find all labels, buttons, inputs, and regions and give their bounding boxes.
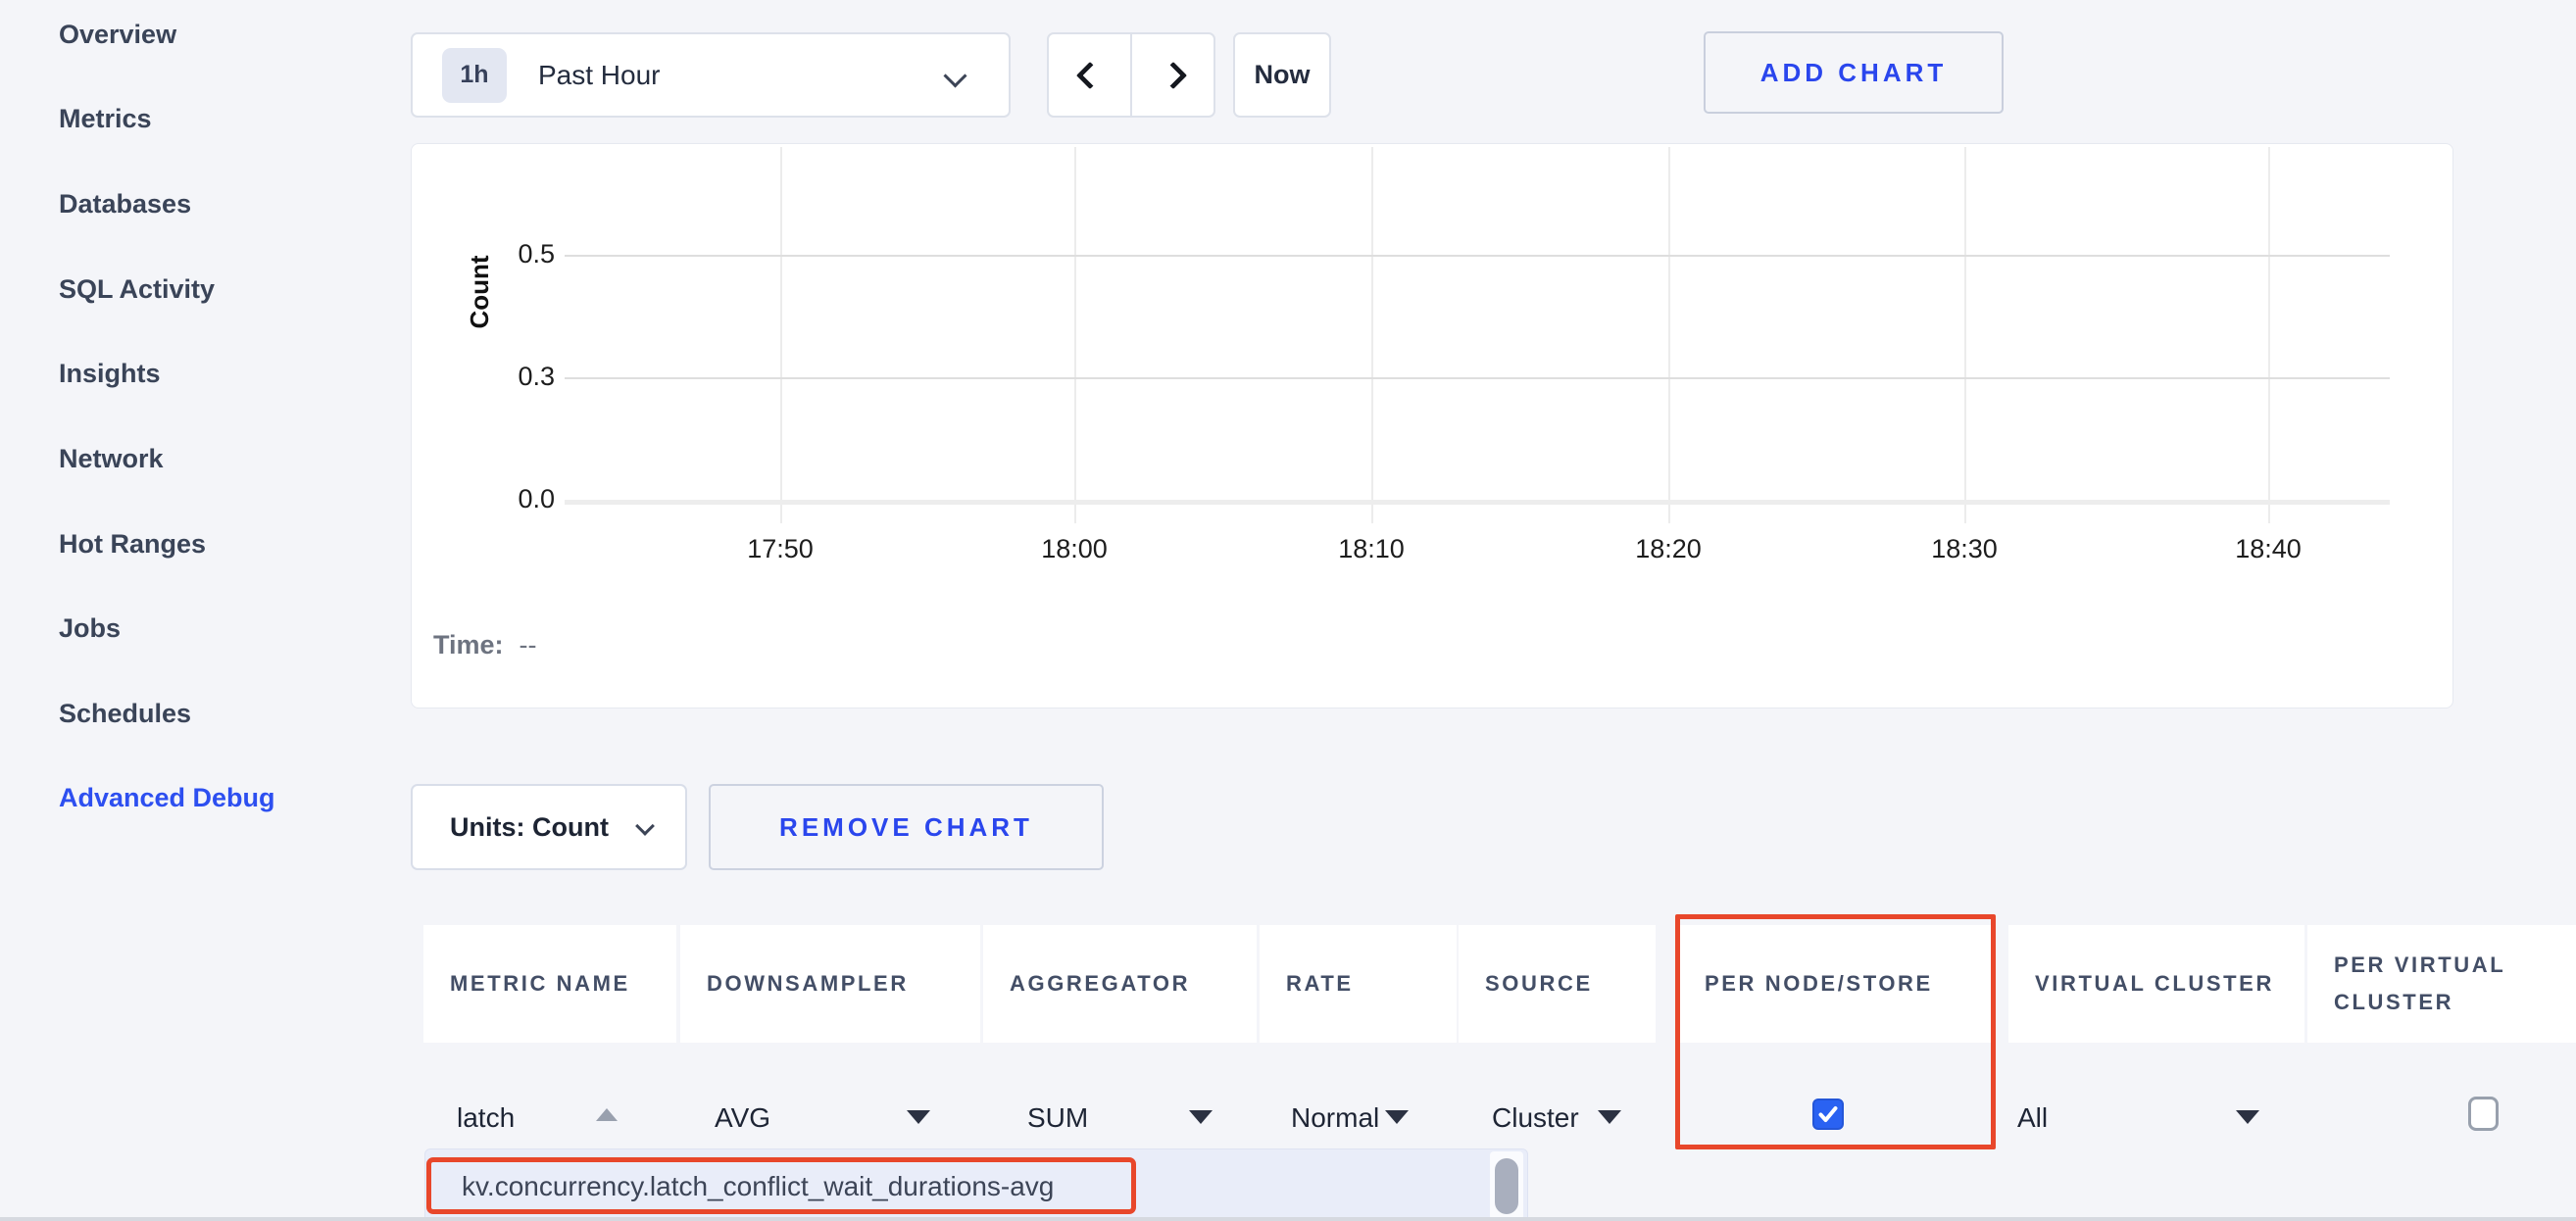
x-tick-label: 18:40 — [2235, 534, 2302, 563]
chart-gridline-vertical — [1074, 147, 1076, 523]
sidebar-item-jobs[interactable]: Jobs — [59, 613, 122, 643]
chevron-down-icon — [635, 816, 655, 836]
metric-name-input[interactable]: latch — [457, 1102, 516, 1133]
column-header-per-node-store: PER NODE/STORE — [1678, 925, 1991, 1043]
now-button[interactable]: Now — [1233, 32, 1331, 118]
dropdown-arrow-icon[interactable] — [1189, 1110, 1213, 1124]
time-range-badge: 1h — [442, 47, 507, 103]
sidebar-item-hot-ranges[interactable]: Hot Ranges — [59, 529, 207, 559]
remove-chart-button[interactable]: REMOVE CHART — [709, 784, 1104, 870]
x-tick-label: 18:30 — [1931, 534, 1998, 563]
chevron-right-icon — [1159, 61, 1187, 89]
sidebar-item-network[interactable]: Network — [59, 444, 164, 473]
time-range-selector[interactable]: 1h Past Hour — [411, 32, 1011, 118]
sidebar-item-advanced-debug[interactable]: Advanced Debug — [59, 783, 275, 812]
per-node-store-checkbox[interactable] — [1812, 1099, 1844, 1130]
sidebar-item-overview[interactable]: Overview — [59, 20, 177, 49]
dropdown-arrow-icon[interactable] — [907, 1110, 930, 1124]
column-header-aggregator: AGGREGATOR — [983, 925, 1257, 1043]
chevron-left-icon — [1075, 61, 1104, 89]
chart-gridline-horizontal — [565, 255, 2390, 257]
source-select[interactable]: Cluster — [1492, 1102, 1579, 1133]
sidebar-item-schedules[interactable]: Schedules — [59, 699, 192, 728]
chart-panel: Count 0.5 0.3 0.0 17:50 18:00 18:10 18:2… — [411, 143, 2453, 708]
time-readout-label: Time: — [433, 630, 504, 659]
x-tick-label: 18:00 — [1041, 534, 1108, 563]
downsampler-select[interactable]: AVG — [715, 1102, 771, 1133]
dropdown-scrollbar-thumb[interactable] — [1495, 1158, 1518, 1214]
x-tick-label: 18:20 — [1635, 534, 1702, 563]
time-step-buttons — [1047, 32, 1215, 118]
chart-axis-zero-line — [565, 500, 2390, 505]
chart-gridline-vertical — [1964, 147, 1966, 523]
column-header-per-virtual-cluster: PER VIRTUAL CLUSTER — [2307, 925, 2576, 1043]
metric-suggestions-dropdown: kv.concurrency.latch_conflict_wait_durat… — [424, 1148, 1528, 1221]
time-range-label: Past Hour — [538, 59, 661, 90]
per-virtual-cluster-checkbox[interactable] — [2468, 1097, 2499, 1131]
screenshot-bottom-edge — [0, 1217, 2576, 1221]
x-tick-label: 18:10 — [1338, 534, 1405, 563]
check-icon — [1818, 1106, 1838, 1122]
dropdown-arrow-icon[interactable] — [1598, 1110, 1621, 1124]
rate-select[interactable]: Normal — [1291, 1102, 1380, 1133]
column-header-virtual-cluster: VIRTUAL CLUSTER — [2008, 925, 2304, 1043]
sidebar-item-databases[interactable]: Databases — [59, 189, 192, 219]
column-header-metric-name: METRIC NAME — [423, 925, 676, 1043]
dropdown-open-arrow-icon[interactable] — [596, 1108, 618, 1121]
prev-time-button[interactable] — [1049, 34, 1132, 116]
chart-gridline-vertical — [1668, 147, 1670, 523]
x-tick-label: 17:50 — [747, 534, 814, 563]
next-time-button[interactable] — [1132, 34, 1214, 116]
chart-gridline-vertical — [2268, 147, 2270, 523]
sidebar-item-insights[interactable]: Insights — [59, 359, 161, 388]
chart-hover-readout: Time: -- — [433, 630, 537, 660]
chart-gridline-vertical — [1371, 147, 1373, 523]
column-header-rate: RATE — [1260, 925, 1457, 1043]
sidebar-item-metrics[interactable]: Metrics — [59, 104, 152, 133]
dropdown-arrow-icon[interactable] — [1385, 1110, 1409, 1124]
y-tick-label: 0.3 — [518, 362, 555, 391]
chart-gridline-horizontal — [565, 377, 2390, 379]
y-tick-label: 0.0 — [518, 484, 555, 513]
add-chart-button[interactable]: ADD CHART — [1704, 31, 2004, 114]
column-header-downsampler: DOWNSAMPLER — [680, 925, 980, 1043]
aggregator-select[interactable]: SUM — [1027, 1102, 1089, 1133]
chart-gridline-vertical — [780, 147, 782, 523]
units-dropdown[interactable]: Units: Count — [411, 784, 687, 870]
column-header-source: SOURCE — [1459, 925, 1656, 1043]
sidebar-item-sql-activity[interactable]: SQL Activity — [59, 274, 216, 304]
y-tick-label: 0.5 — [518, 239, 555, 269]
chevron-down-icon — [943, 64, 967, 88]
dropdown-arrow-icon[interactable] — [2236, 1110, 2259, 1124]
virtual-cluster-select[interactable]: All — [2017, 1102, 2049, 1133]
metric-suggestion-item[interactable]: kv.concurrency.latch_conflict_wait_durat… — [462, 1171, 1055, 1201]
time-readout-value: -- — [519, 630, 537, 659]
units-dropdown-label: Units: Count — [450, 811, 609, 842]
